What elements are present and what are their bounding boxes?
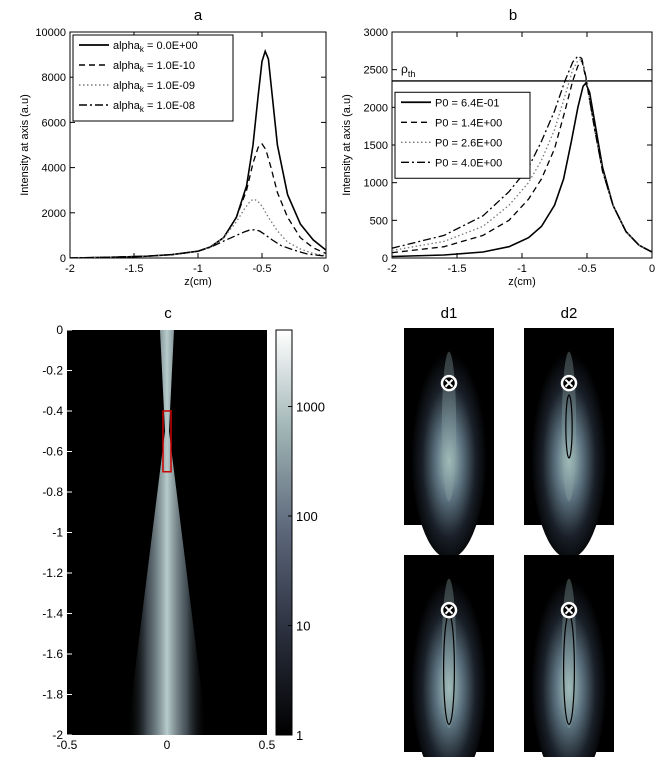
y-tick-label: 1500 — [364, 140, 388, 152]
series-line-3 — [70, 198, 326, 258]
y-tick-label: 1000 — [364, 178, 388, 190]
series-line-3 — [392, 58, 652, 253]
legend-entry: P0 = 2.6E+00 — [435, 137, 502, 149]
legend-entry: alphak = 1.0E-10 — [113, 60, 195, 74]
legend-entry: alphak = 1.0E-09 — [113, 80, 195, 94]
y-tick-label: -1.4 — [42, 607, 63, 621]
panel-a: a -2 -1.5 -1 -0.5 0 0 2000 4000 6000 8000 10000 z(c… — [19, 7, 329, 288]
y-tick-label: 2000 — [364, 102, 388, 114]
legend-box — [394, 91, 531, 179]
panel-d-images — [404, 328, 614, 757]
colorbar — [275, 329, 293, 736]
panel-a-plot-area: -2 -1.5 -1 -0.5 0 0 2000 4000 6000 8000 10000 z(cm)… — [19, 27, 329, 288]
y-tick-label: -1.8 — [42, 688, 63, 702]
d-cross-line — [444, 378, 454, 388]
highlight-box — [162, 410, 172, 473]
panel-a-title: a — [194, 7, 203, 24]
x-axis-label: z(cm) — [184, 276, 212, 288]
x-tick-label: -2 — [387, 263, 397, 275]
y-axis-label: Intensity at axis (a.u) — [341, 94, 353, 196]
x-tick-label: -0.5 — [57, 738, 78, 752]
y-tick-label: 0 — [382, 253, 388, 265]
d-subpanel — [524, 555, 614, 757]
d-subpanel — [524, 328, 614, 559]
y-tick-label: -1.6 — [42, 647, 63, 661]
y-tick-label: -0.8 — [42, 485, 63, 499]
panel-b-plot-area: -2 -1.5 -1 -0.5 0 0 500 1000 1500 2000 2500 3000 z(c… — [341, 27, 655, 288]
y-tick-label: -1 — [52, 526, 63, 540]
panel-d2-title: d2 — [561, 305, 578, 322]
d-glow — [531, 341, 607, 559]
x-tick-label: -1 — [193, 263, 203, 275]
d-cross-line — [564, 605, 574, 615]
y-tick-label: -0.6 — [42, 445, 63, 459]
d-core — [561, 351, 577, 502]
y-tick-label: 500 — [370, 215, 388, 227]
y-tick-label: -0.4 — [42, 404, 63, 418]
x-tick-label: -0.5 — [253, 263, 272, 275]
y-tick-label: 3000 — [364, 27, 388, 39]
d-glow — [411, 568, 487, 757]
y-tick-label: 2500 — [364, 65, 388, 77]
panel-c-heatmap: 0 -0.2 -0.4 -0.6 -0.8 -1 -1.2 -1.4 -1.6 -1.8 -2-0.… — [42, 323, 325, 752]
x-tick-label: -1 — [517, 263, 527, 275]
legend-entry: P0 = 6.4E-01 — [435, 97, 500, 109]
colorbar-tick-label: 10 — [296, 619, 310, 634]
d-cross-line — [444, 605, 454, 615]
panel-d1-title: d1 — [441, 305, 458, 322]
beam-intensity — [127, 330, 207, 735]
y-tick-label: -2 — [52, 728, 63, 742]
series-line-1 — [70, 48, 326, 258]
d-cross-line — [564, 378, 574, 388]
x-tick-label: 0 — [323, 263, 329, 275]
d-contour-ellipse — [565, 394, 573, 459]
x-tick-label: -1.5 — [448, 263, 467, 275]
y-tick-label: 6000 — [42, 117, 66, 129]
y-tick-label: 8000 — [42, 72, 66, 84]
panel-d: d1 d2 — [404, 305, 614, 757]
panel-b-title: b — [509, 7, 517, 24]
legend-entry: alphak = 0.0E+00 — [113, 40, 198, 54]
y-tick-label: -1.2 — [42, 566, 63, 580]
d-glow — [531, 568, 607, 757]
legend-entry: P0 = 1.4E+00 — [435, 117, 502, 129]
colorbar-tick-label: 1 — [296, 728, 303, 743]
y-axis-label: Intensity at axis (a.u) — [19, 94, 31, 196]
colorbar-tick-label: 1000 — [296, 400, 325, 415]
y-tick-label: 0 — [56, 323, 63, 337]
d-subpanel — [404, 328, 494, 559]
x-axis-label: z(cm) — [508, 276, 536, 288]
colorbar-tick-label: 100 — [296, 509, 318, 524]
y-tick-label: -0.2 — [42, 364, 63, 378]
series-line-4 — [392, 55, 652, 253]
d-subpanel — [404, 555, 494, 757]
panel-b: b -2 -1.5 -1 -0.5 0 0 500 1000 1500 2000 2500 3000 z… — [341, 7, 655, 288]
x-tick-label: 0 — [649, 263, 655, 275]
y-tick-label: 0 — [60, 253, 66, 265]
legend-entry: alphak = 1.0E-08 — [113, 100, 195, 114]
legend-entry: P0 = 4.0E+00 — [435, 157, 502, 169]
panel-c: c 0 -0.2 -0.4 -0.6 -0.8 -1 -1.2 -1.4 -1.6 -1.8 -2-… — [42, 305, 325, 752]
y-tick-label: 4000 — [42, 163, 66, 175]
d-glow — [411, 341, 487, 559]
x-tick-label: 0 — [164, 738, 171, 752]
threshold-label: ρth — [401, 62, 415, 79]
x-tick-label: 0.5 — [259, 738, 276, 752]
series-line-4 — [70, 229, 326, 258]
d-core — [441, 351, 457, 502]
x-tick-label: -2 — [65, 263, 75, 275]
y-tick-label: 10000 — [35, 27, 66, 39]
x-tick-label: -1.5 — [125, 263, 144, 275]
x-tick-label: -0.5 — [578, 263, 597, 275]
legend-box — [72, 34, 234, 122]
series-line-2 — [392, 59, 652, 254]
panel-c-title: c — [164, 305, 172, 322]
y-tick-label: 2000 — [42, 208, 66, 220]
